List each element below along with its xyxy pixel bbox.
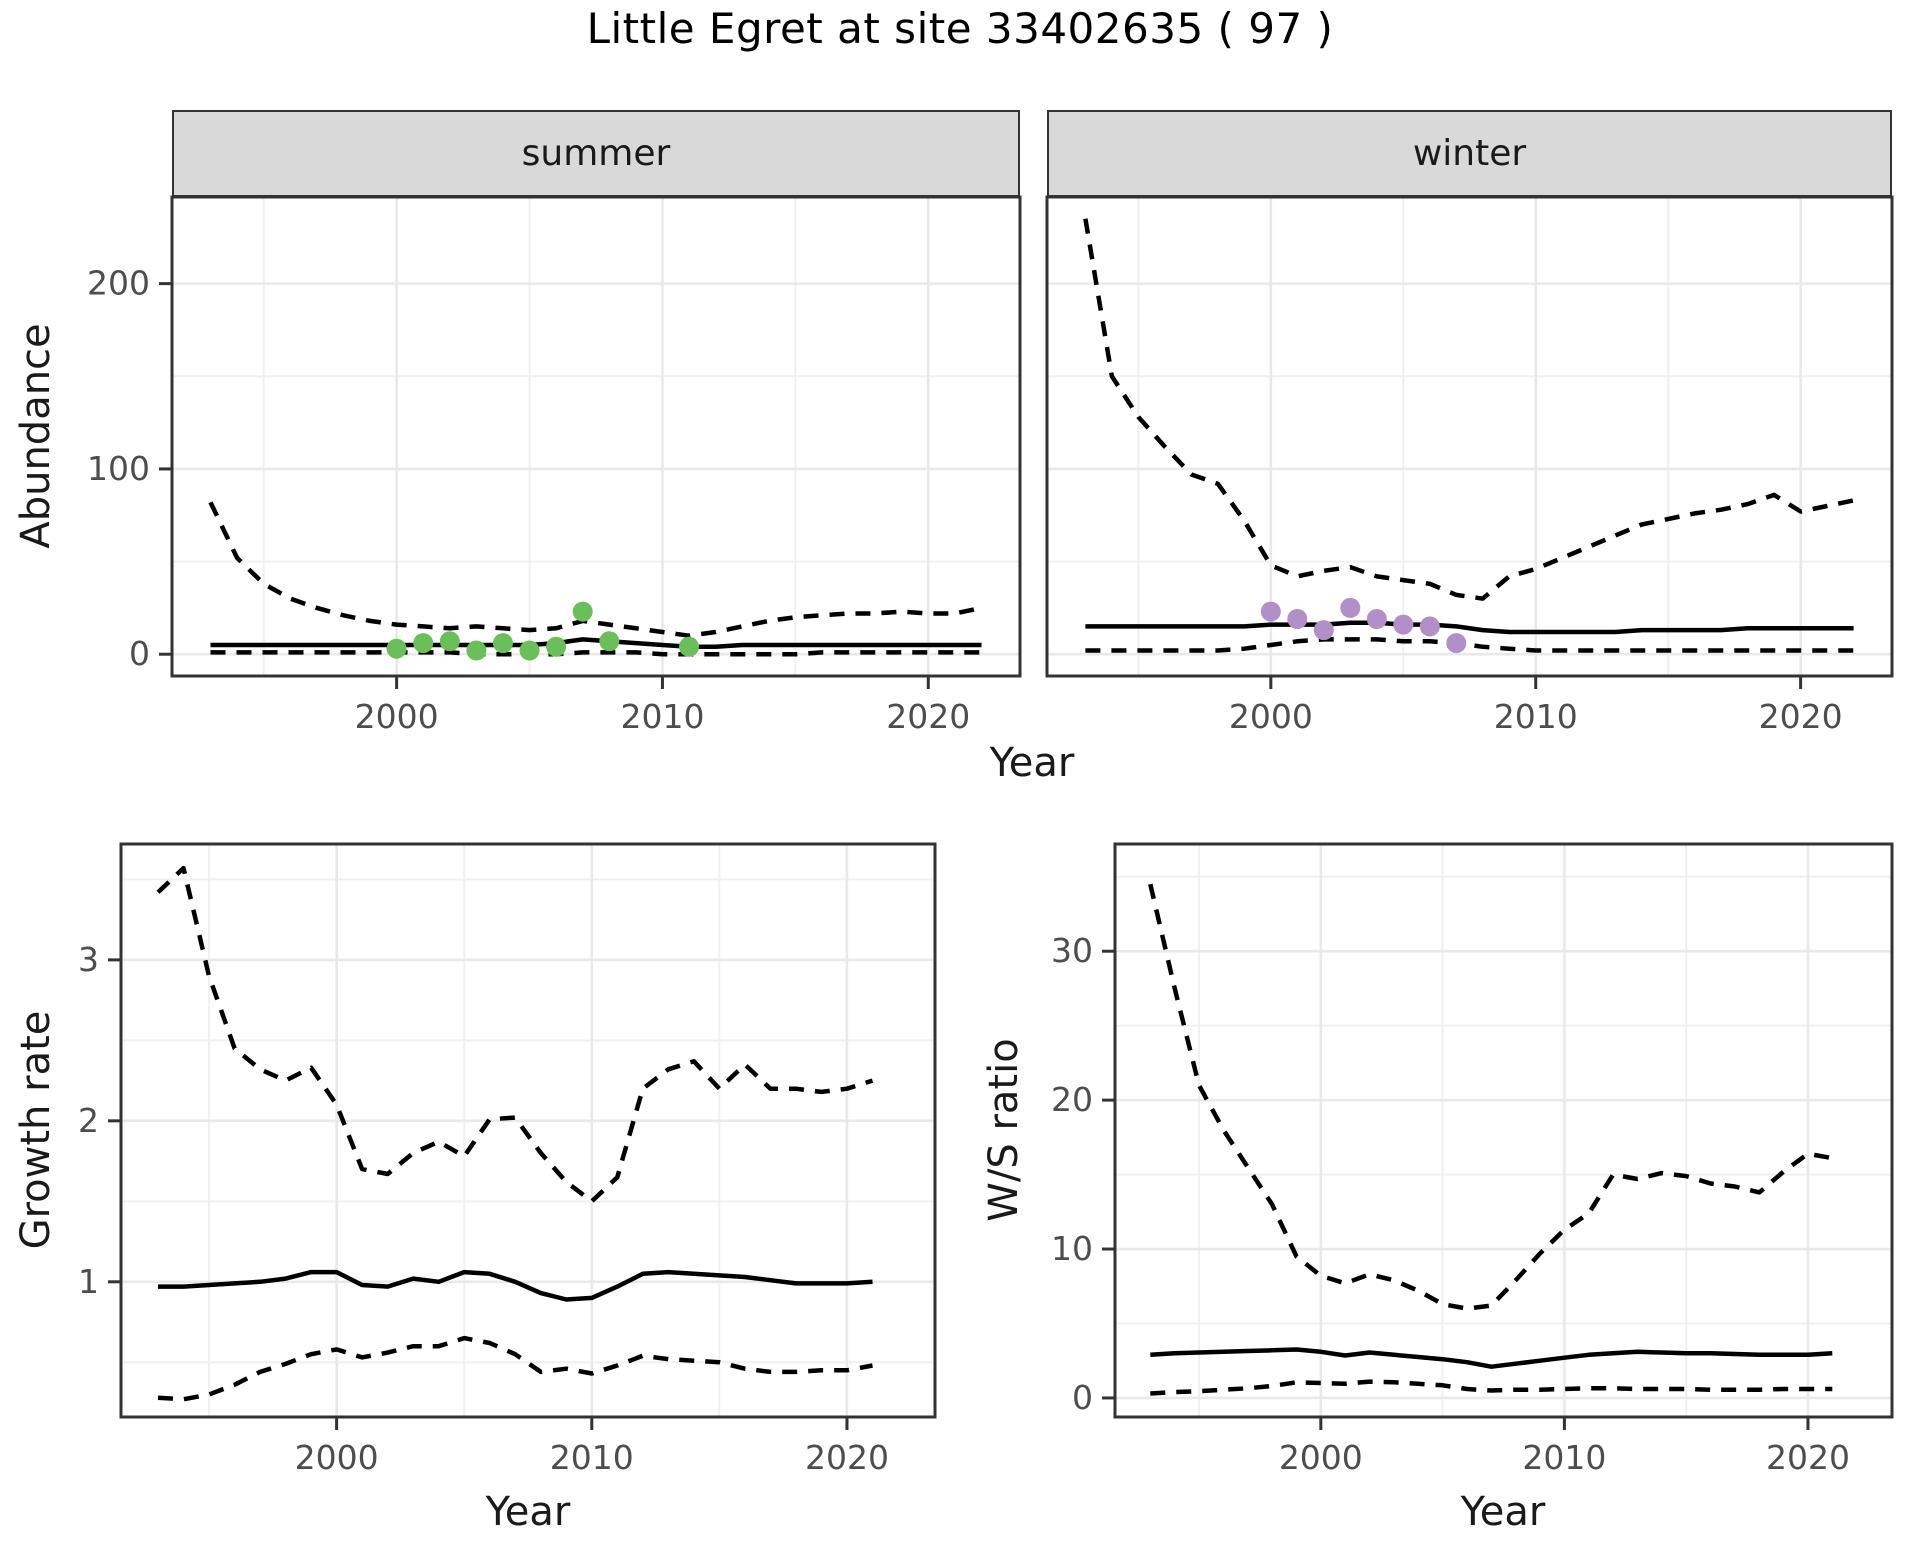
panel-growth_rate: 2000 2010 2020 1 2 3 — [78, 842, 937, 1477]
panel-background — [1115, 844, 1892, 1417]
ws-year-axis-title: Year — [1460, 1489, 1546, 1535]
x-tick-label: 2000 — [355, 697, 439, 736]
observed-summer-point — [493, 633, 513, 654]
facet-strip-summer: summer — [172, 110, 1020, 197]
x-tick-label: 2000 — [295, 1438, 379, 1477]
observed-winter-point — [1393, 614, 1414, 635]
x-tick-label: 2020 — [1766, 1438, 1850, 1477]
observed-winter-point — [1313, 620, 1334, 641]
observed-summer-point — [386, 638, 407, 659]
ws-ratio-axis-title: W/S ratio — [981, 1038, 1027, 1222]
observed-summer-point — [546, 636, 567, 657]
observed-summer-point — [599, 631, 620, 652]
panel-border — [1045, 195, 1894, 678]
y-tick-label: 30 — [1051, 931, 1093, 970]
abundance_winter-upper_ci-line — [1083, 218, 1855, 601]
observed-winter-point — [1419, 616, 1440, 637]
facet-strip-winter-label: winter — [1412, 133, 1527, 174]
y-tick-label: 1 — [78, 1262, 99, 1301]
abundance_summer-median-line — [210, 637, 982, 650]
x-tick-label: 2000 — [1229, 697, 1313, 736]
observed-summer-point — [439, 631, 460, 652]
top-year-axis-title: Year — [989, 740, 1075, 786]
ws_ratio-lower_ci-line — [1150, 1379, 1833, 1396]
y-tick-label: 20 — [1051, 1080, 1093, 1119]
panel-border — [170, 195, 1022, 678]
panel-abundance_summer: 2000 2010 2020 0 100 200 — [87, 195, 1022, 736]
x-tick-label: 2010 — [1494, 697, 1578, 736]
x-tick-label: 2000 — [1279, 1438, 1363, 1477]
x-tick-label: 2010 — [1522, 1438, 1606, 1477]
growth-year-axis-title: Year — [485, 1489, 571, 1535]
facet-strip-winter: winter — [1047, 110, 1892, 197]
y-tick-label: 0 — [129, 634, 150, 673]
observed-winter-point — [1366, 609, 1387, 629]
y-tick-label: 2 — [78, 1101, 99, 1140]
y-tick-label: 100 — [87, 449, 150, 488]
observed-summer-point — [519, 640, 540, 661]
y-tick-label: 10 — [1051, 1229, 1093, 1268]
abundance_winter-median-line — [1085, 620, 1854, 635]
observed-winter-point — [1260, 601, 1281, 622]
plot-title: Little Egret at site 33402635 ( 97 ) — [586, 4, 1334, 53]
observed-summer-point — [679, 636, 699, 657]
ws_ratio-median-line — [1150, 1347, 1833, 1369]
growth-rate-axis-title: Growth rate — [13, 1010, 59, 1250]
panel-border — [119, 842, 937, 1419]
x-tick-label: 2020 — [1759, 697, 1843, 736]
panel-ws_ratio: 2000 2010 2020 0 10 20 30 — [1051, 842, 1894, 1477]
y-tick-label: 3 — [78, 940, 99, 979]
facet-strip-summer-label: summer — [521, 133, 671, 174]
growth_rate-upper_ci-line — [156, 865, 874, 1204]
observed-summer-point — [413, 633, 434, 654]
panel-background — [172, 197, 1020, 676]
y-tick-label: 200 — [87, 264, 150, 303]
panel-background — [1047, 197, 1892, 676]
observed-winter-point — [1287, 609, 1308, 629]
observed-summer-point — [466, 640, 487, 661]
panel-border — [1113, 842, 1894, 1419]
growth_rate-lower_ci-line — [157, 1335, 873, 1402]
x-tick-label: 2020 — [805, 1438, 889, 1477]
abundance-axis-title: Abundance — [13, 323, 59, 549]
observed-summer-point — [572, 601, 593, 622]
y-tick-label: 0 — [1072, 1378, 1093, 1417]
panel-background — [121, 844, 935, 1417]
x-tick-label: 2010 — [550, 1438, 634, 1477]
x-tick-label: 2010 — [620, 697, 704, 736]
observed-winter-point — [1340, 597, 1361, 618]
growth_rate-median-line — [158, 1269, 873, 1302]
panel-abundance_winter: 2000 2010 2020 — [1045, 195, 1894, 736]
x-tick-label: 2020 — [886, 697, 970, 736]
observed-winter-point — [1446, 633, 1467, 654]
